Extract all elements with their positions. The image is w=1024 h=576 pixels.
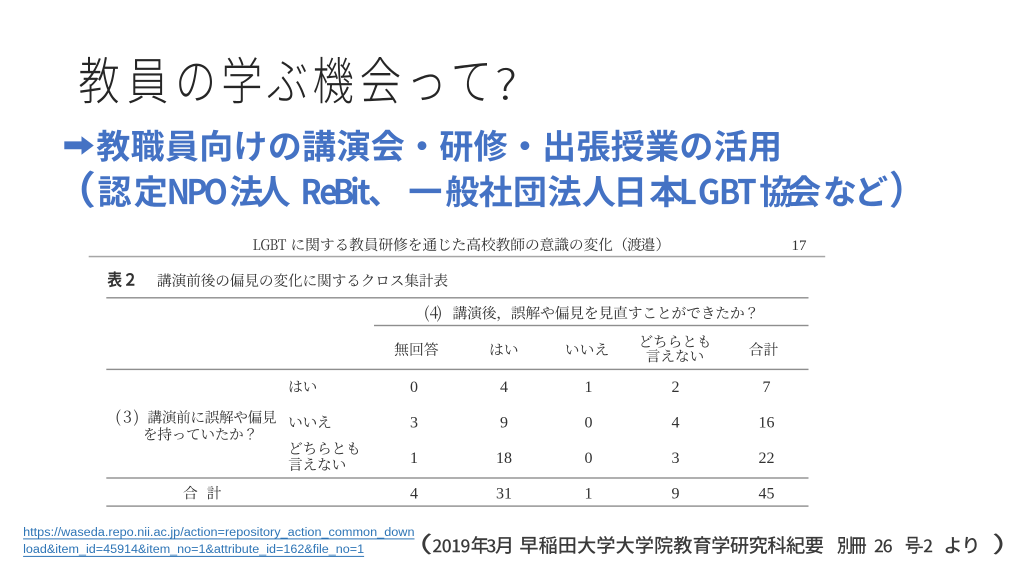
svg-text:22: 22 <box>759 450 775 467</box>
svg-text:2: 2 <box>672 379 680 396</box>
svg-text:load&item_id=45914&item_no=1&a: load&item_id=45914&item_no=1&attribute_i… <box>23 544 364 556</box>
svg-text:16: 16 <box>759 415 775 432</box>
svg-text:17: 17 <box>792 238 808 254</box>
svg-text:0: 0 <box>410 379 418 396</box>
svg-text:4: 4 <box>500 379 508 396</box>
svg-text:1: 1 <box>585 379 593 396</box>
svg-text:1: 1 <box>585 485 593 502</box>
svg-text:9: 9 <box>500 415 508 432</box>
svg-text:45: 45 <box>759 485 775 502</box>
svg-text:4: 4 <box>410 485 418 502</box>
svg-text:3: 3 <box>672 450 680 467</box>
svg-text:0: 0 <box>585 415 593 432</box>
svg-text:18: 18 <box>496 450 512 467</box>
svg-text:4: 4 <box>672 415 680 432</box>
svg-text:9: 9 <box>672 485 680 502</box>
svg-text:1: 1 <box>410 450 418 467</box>
svg-text:3: 3 <box>410 415 418 432</box>
svg-text:31: 31 <box>496 485 512 502</box>
svg-text:7: 7 <box>763 379 771 396</box>
svg-text:0: 0 <box>585 450 593 467</box>
svg-text:https://waseda.repo.nii.ac.jp/: https://waseda.repo.nii.ac.jp/action=rep… <box>23 527 414 539</box>
